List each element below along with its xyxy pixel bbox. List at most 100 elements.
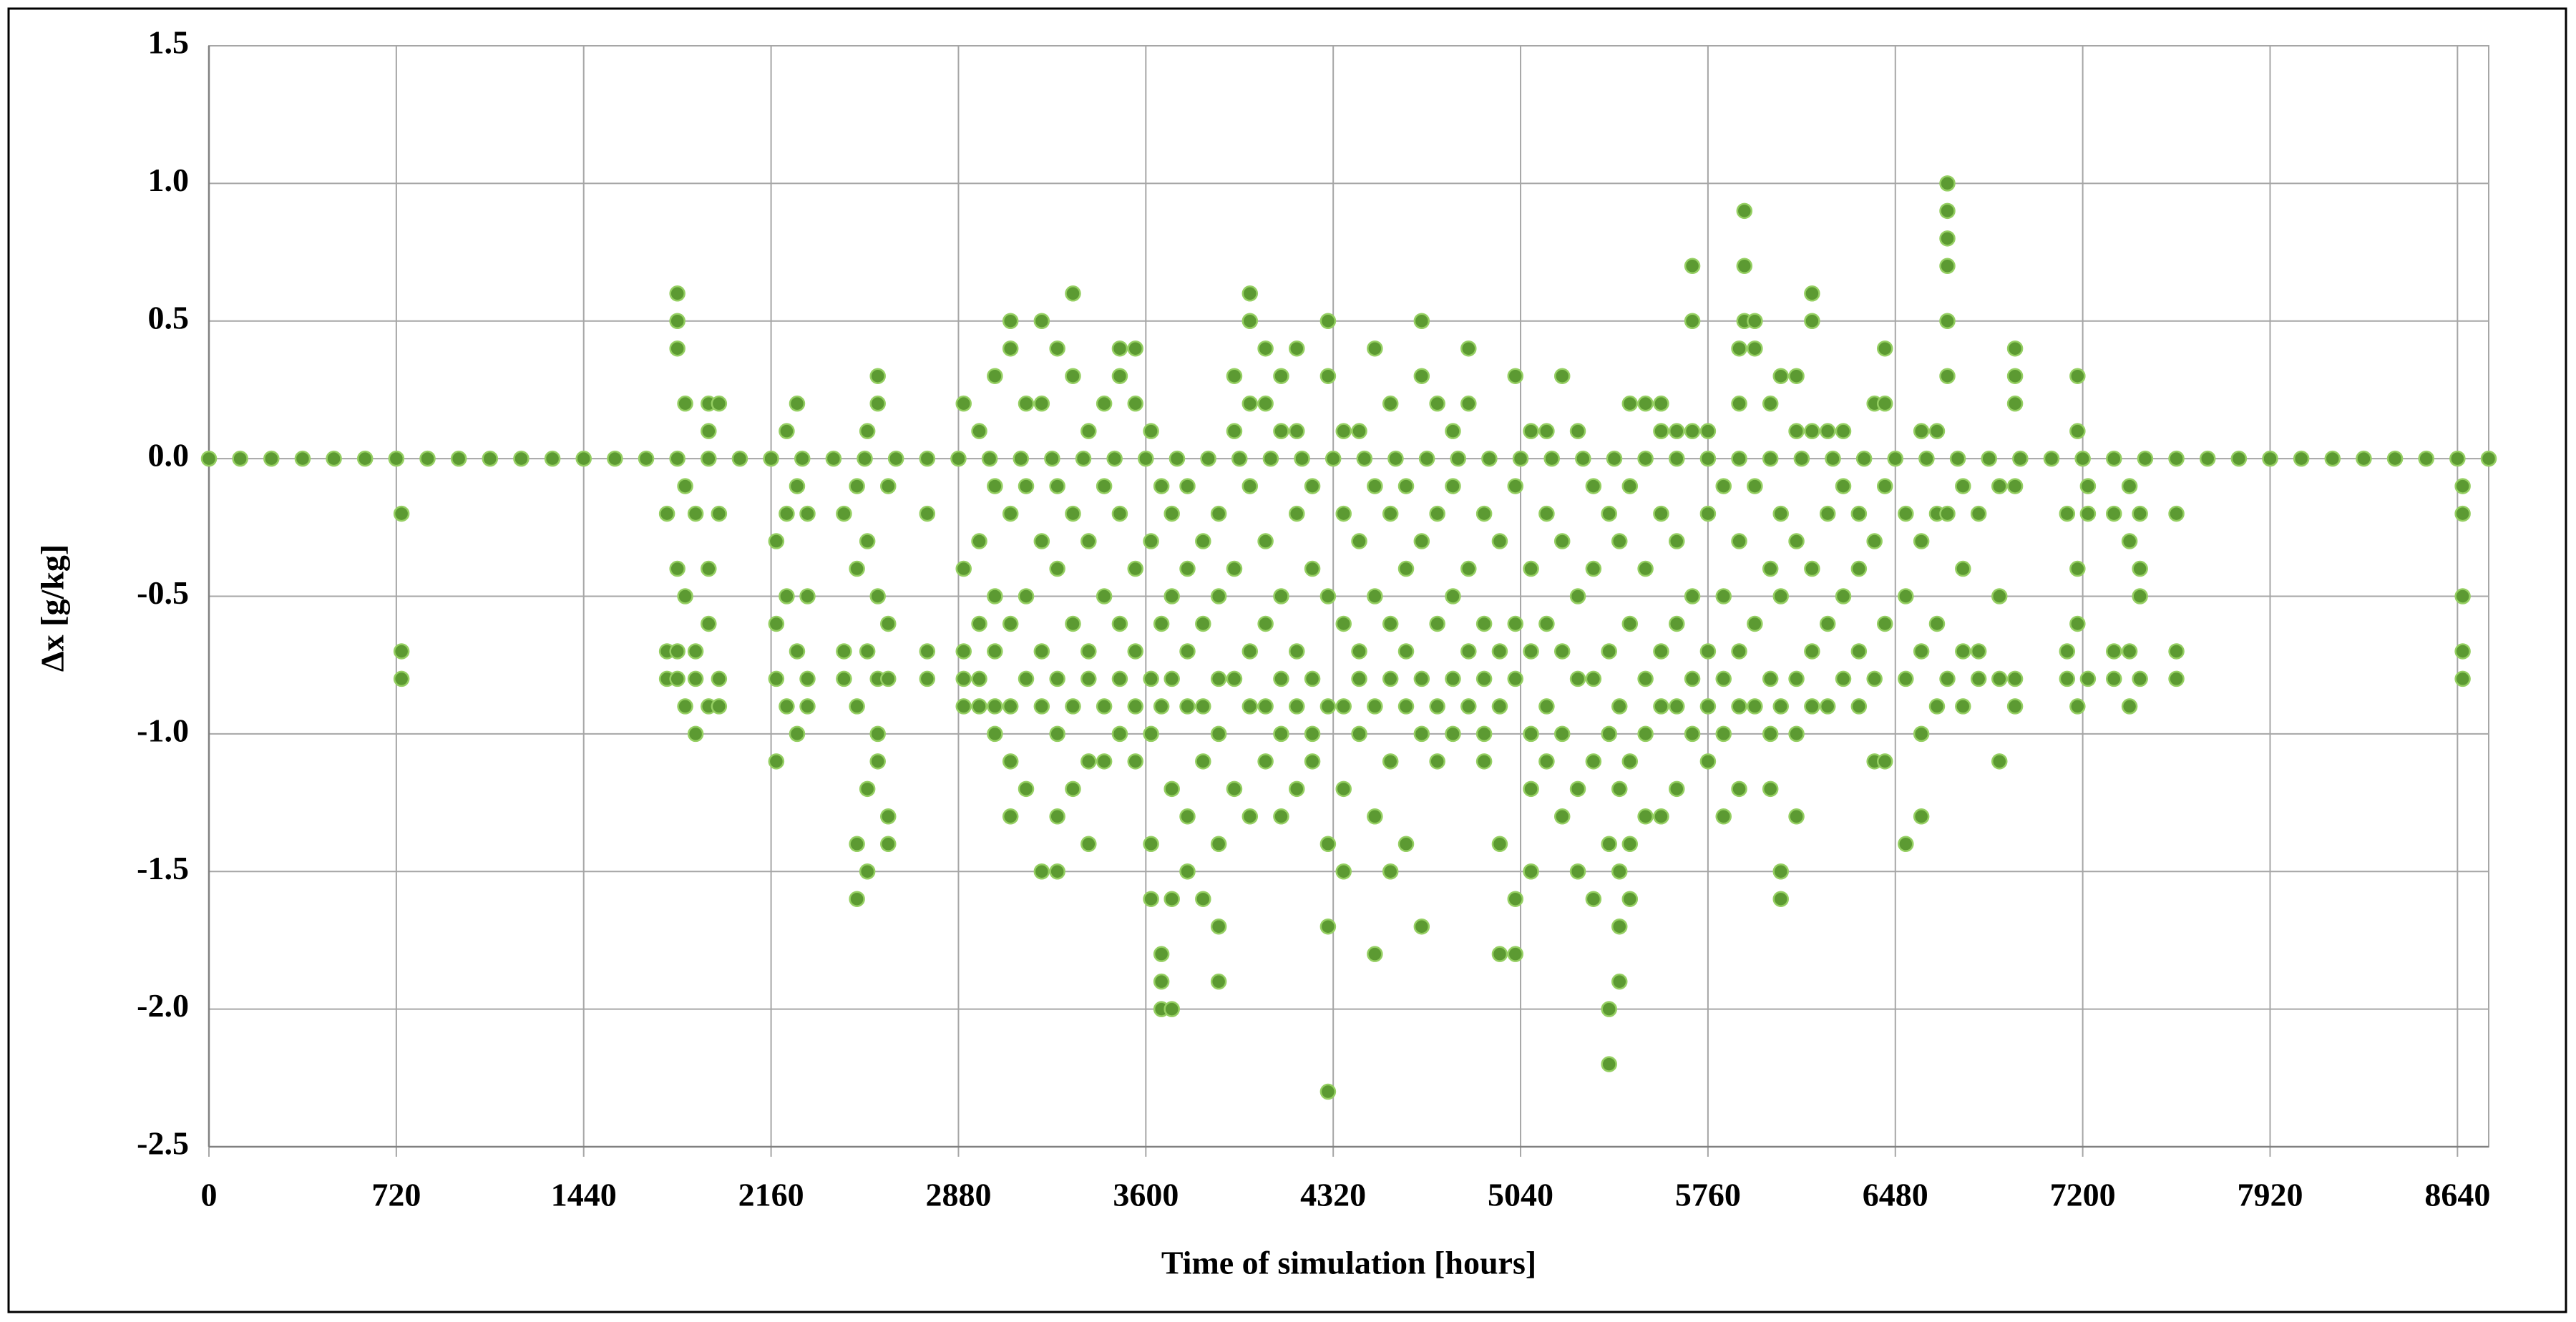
point xyxy=(1569,863,1586,880)
point xyxy=(1033,313,1050,329)
point xyxy=(1304,753,1321,770)
point xyxy=(971,698,987,715)
point xyxy=(1507,478,1524,494)
point xyxy=(1049,670,1065,687)
point xyxy=(799,588,816,604)
point xyxy=(1475,753,1493,770)
point xyxy=(981,450,998,467)
point xyxy=(1543,450,1560,467)
point xyxy=(1335,505,1352,522)
point xyxy=(1772,863,1789,880)
point xyxy=(1538,698,1555,715)
point xyxy=(1080,643,1097,660)
point xyxy=(1913,423,1930,439)
point xyxy=(1111,670,1128,687)
point xyxy=(1637,560,1654,577)
point xyxy=(1538,615,1555,632)
point xyxy=(1033,863,1050,880)
point xyxy=(1418,450,1435,467)
point xyxy=(1939,313,1956,329)
point xyxy=(1523,863,1539,880)
point xyxy=(1044,450,1060,467)
point xyxy=(1210,836,1227,853)
point xyxy=(2168,505,2185,522)
point xyxy=(482,450,499,467)
point xyxy=(1731,340,1747,357)
point xyxy=(1397,643,1415,660)
point xyxy=(1819,423,1836,439)
point xyxy=(2168,670,2185,687)
point xyxy=(731,450,748,467)
point xyxy=(987,698,1003,715)
point xyxy=(2106,505,2122,522)
point xyxy=(1491,533,1508,549)
point xyxy=(1413,725,1430,743)
point xyxy=(1304,478,1321,494)
point xyxy=(1367,478,1383,494)
point xyxy=(1273,423,1289,439)
point xyxy=(2079,505,2097,522)
point xyxy=(869,753,886,770)
point xyxy=(1257,395,1274,412)
point xyxy=(1949,450,1966,467)
point xyxy=(1538,753,1555,770)
point xyxy=(1669,780,1685,798)
point xyxy=(1445,588,1461,604)
point xyxy=(1002,615,1019,632)
point xyxy=(1429,395,1445,412)
point xyxy=(1850,643,1868,660)
point xyxy=(789,478,806,494)
point xyxy=(1075,450,1092,467)
point xyxy=(1788,808,1805,825)
point xyxy=(1991,478,2008,494)
point xyxy=(1939,505,1956,522)
point xyxy=(1731,533,1747,549)
point xyxy=(1793,450,1810,467)
grid xyxy=(208,45,2489,1157)
point xyxy=(1387,450,1404,467)
point xyxy=(1096,588,1113,604)
point xyxy=(1653,643,1669,660)
point xyxy=(1319,918,1337,935)
point xyxy=(1699,423,1717,439)
point xyxy=(1367,946,1383,962)
point xyxy=(1788,670,1805,687)
point xyxy=(701,560,717,577)
point xyxy=(1653,505,1669,522)
point xyxy=(1226,670,1243,687)
point xyxy=(779,698,795,715)
point xyxy=(1397,478,1415,494)
point xyxy=(263,450,280,467)
point xyxy=(1195,891,1211,907)
point xyxy=(1367,808,1383,825)
point xyxy=(987,478,1003,494)
point xyxy=(2293,450,2310,467)
y-tick-label: -2.0 xyxy=(137,987,189,1024)
point xyxy=(1127,698,1144,715)
point xyxy=(1669,423,1685,439)
point xyxy=(1850,698,1868,715)
point xyxy=(919,670,936,687)
point xyxy=(1684,313,1701,329)
point xyxy=(1289,643,1305,660)
point xyxy=(1153,698,1170,715)
point xyxy=(955,698,972,715)
point xyxy=(2069,615,2086,632)
point xyxy=(919,643,936,660)
point xyxy=(669,313,686,329)
point xyxy=(1080,423,1097,439)
point xyxy=(869,395,886,412)
x-tick-label: 1440 xyxy=(551,1177,617,1213)
point xyxy=(1382,753,1399,770)
point xyxy=(1241,643,1259,660)
point xyxy=(1898,588,1914,604)
point xyxy=(1507,670,1524,687)
point xyxy=(1475,505,1493,522)
point xyxy=(1143,533,1159,549)
point xyxy=(677,698,693,715)
point xyxy=(1850,560,1868,577)
point xyxy=(1611,863,1628,880)
point xyxy=(849,560,865,577)
point xyxy=(955,670,972,687)
point xyxy=(1684,588,1701,604)
